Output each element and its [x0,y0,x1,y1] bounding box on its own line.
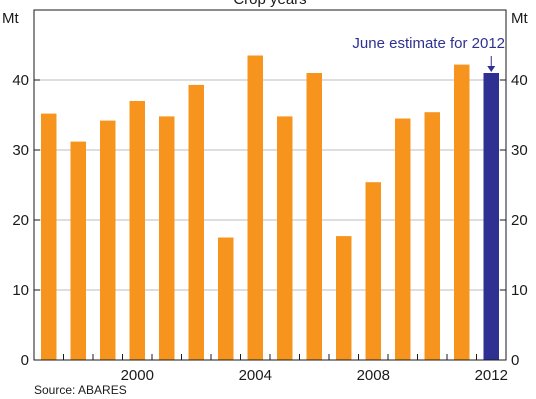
right-unit-label: Mt [511,10,528,27]
axis-ticks [34,79,506,361]
bar [424,112,440,360]
bar [100,120,116,360]
y-tick-label-right: 10 [511,282,528,299]
bar [247,55,263,360]
left-unit-label: Mt [2,10,19,27]
x-tick-label: 2008 [357,367,390,384]
bar [365,182,381,360]
x-tick-label: 2000 [121,367,154,384]
y-tick-label-right: 20 [511,212,528,229]
source-note: Source: ABARES [34,383,127,397]
y-tick-label-left: 30 [12,142,29,159]
x-tick-label: 2012 [475,367,508,384]
bar [277,116,293,361]
annotation-text: June estimate for 2012 [352,35,505,52]
y-tick-label-right: 0 [511,352,519,369]
bars [41,55,499,361]
bar [395,118,411,360]
partial-top-text: Crop years [233,0,306,8]
y-tick-label-left: 10 [12,282,29,299]
y-tick-label-left: 40 [12,72,29,89]
bar [188,84,204,361]
bar [70,141,86,360]
x-tick-label: 2004 [239,367,272,384]
bar [306,73,322,360]
bar [483,73,499,360]
y-tick-label-left: 0 [21,352,29,369]
bar [454,64,470,360]
annotation-arrowhead [487,66,496,72]
bar [129,101,145,360]
y-tick-label-right: 30 [511,142,528,159]
bar [159,116,175,361]
bar [218,237,234,360]
bar [41,113,57,360]
bar [336,236,352,360]
y-tick-label-left: 20 [12,212,29,229]
axis-labels: 0 0 10 10 20 20 30 30 40 40 2000 2004 2008 2012 [12,72,527,384]
y-tick-label-right: 40 [511,72,528,89]
